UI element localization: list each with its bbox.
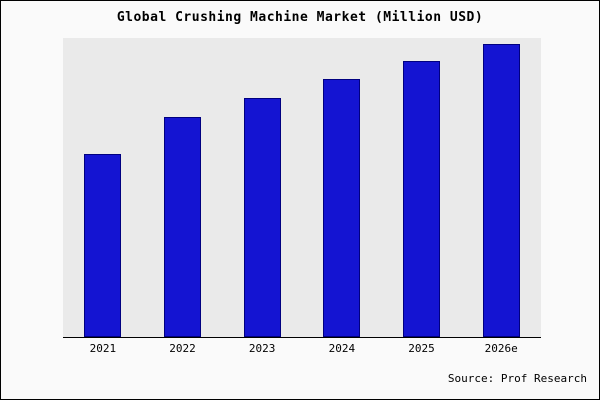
x-tick-label: 2024 <box>328 342 356 355</box>
plot-area <box>63 38 541 338</box>
bar-slot <box>222 38 302 337</box>
bar-2022 <box>164 117 201 337</box>
bar-slot <box>63 38 143 337</box>
x-axis-tick-labels: 2021 2022 2023 2024 2025 2026e <box>63 342 541 355</box>
x-tick-label: 2022 <box>169 342 196 355</box>
bar-2026e <box>482 43 520 337</box>
x-tick-label: 2023 <box>248 342 276 355</box>
x-tick-label: 2021 <box>89 342 117 355</box>
bar-2023 <box>243 98 281 337</box>
bar-slot <box>143 38 223 337</box>
x-tick-label: 2025 <box>408 342 435 355</box>
bar-2021 <box>84 153 122 337</box>
bars-container <box>63 38 541 337</box>
x-tick-label: 2026e <box>484 342 518 355</box>
bar-slot <box>382 38 462 337</box>
source-credit: Source: Prof Research <box>447 372 587 385</box>
bar-2024 <box>323 79 361 337</box>
chart-title: Global Crushing Machine Market (Million … <box>116 10 484 25</box>
bar-2025 <box>403 61 441 337</box>
bar-slot <box>302 38 382 337</box>
bar-slot <box>461 38 541 337</box>
